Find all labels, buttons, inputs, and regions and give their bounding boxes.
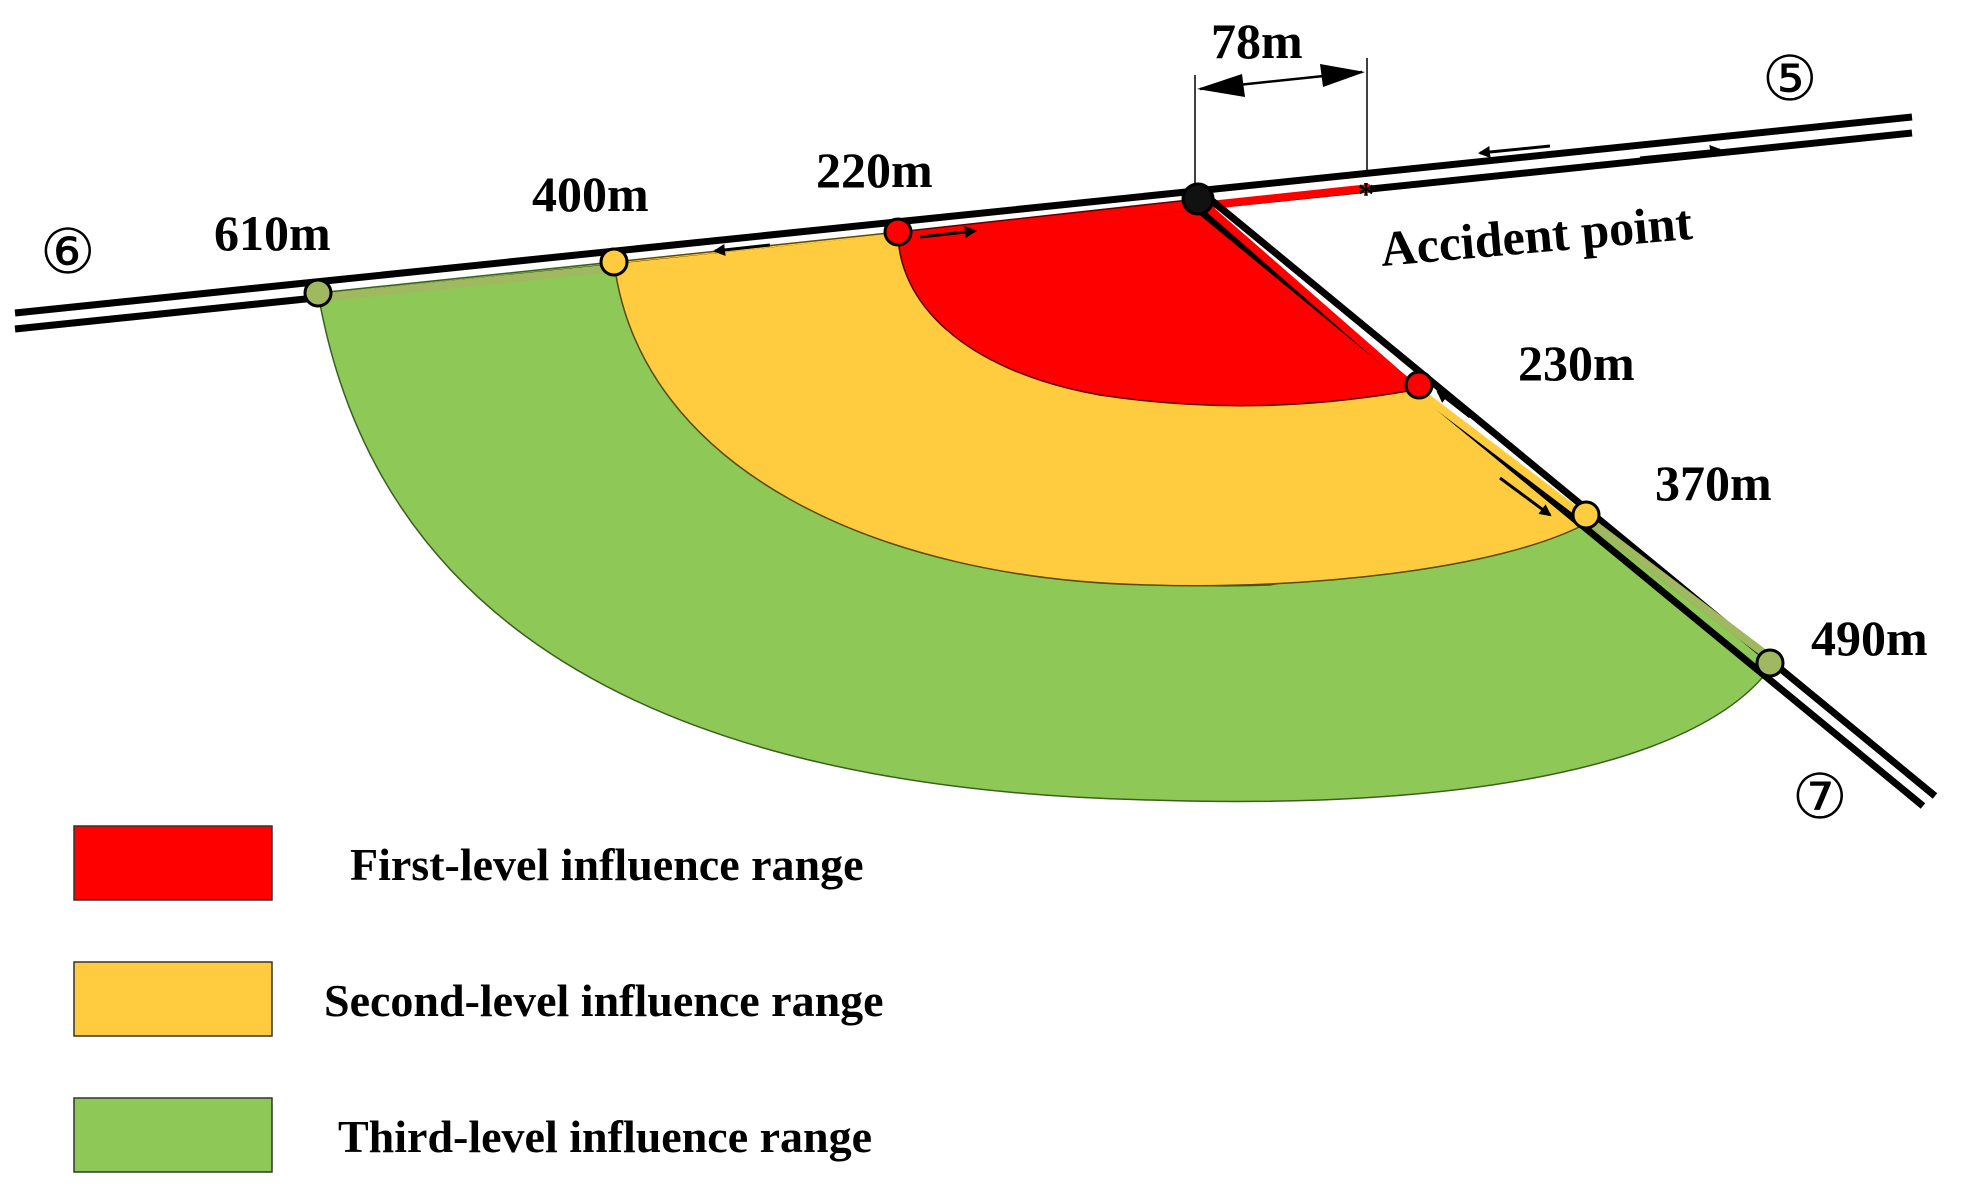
legend-swatch-third	[73, 1097, 273, 1173]
accident-point-marker: *	[1358, 176, 1375, 213]
arrow-right-west	[919, 226, 977, 239]
legend-swatch-first	[73, 825, 273, 901]
south-first-distance: 230m	[1518, 335, 1635, 391]
arrow-left-upper	[1478, 144, 1551, 158]
branch-road	[1190, 192, 1938, 809]
accident-point-label: Accident point	[1378, 194, 1695, 277]
west-second-distance: 400m	[532, 166, 649, 222]
first-level-zone	[897, 198, 1416, 407]
south-third-distance: 490m	[1811, 610, 1928, 666]
marker-south-third	[1755, 648, 1785, 678]
node-5-label: ⑤	[1762, 46, 1818, 114]
legend-swatch-second	[73, 961, 273, 1037]
marker-south-second	[1571, 500, 1601, 530]
gap-dimension	[1194, 58, 1368, 190]
node-7-label: ⑦	[1792, 764, 1848, 832]
legend-label-first: First-level influence range	[350, 839, 864, 890]
arrow-down-branch	[1499, 476, 1552, 517]
legend-label-third: Third-level influence range	[338, 1111, 872, 1162]
south-second-distance: 370m	[1655, 455, 1772, 511]
west-first-distance: 220m	[816, 142, 933, 198]
marker-west-second	[599, 247, 629, 277]
node-markers	[303, 182, 1785, 678]
junction-node	[1181, 182, 1215, 216]
arrow-right-lower	[1639, 145, 1722, 160]
west-third-distance: 610m	[214, 205, 331, 261]
marker-south-first	[1404, 370, 1434, 400]
direction-arrows	[713, 144, 1722, 517]
legend: First-level influence range Second-level…	[73, 825, 884, 1173]
arrow-up-branch	[1436, 390, 1471, 419]
marker-west-first	[883, 217, 913, 247]
gap-label: 78m	[1211, 13, 1303, 69]
arrow-left-west	[713, 243, 771, 256]
marker-west-third	[303, 278, 333, 308]
node-6-label: ⑥	[40, 219, 96, 287]
legend-label-second: Second-level influence range	[324, 975, 884, 1026]
